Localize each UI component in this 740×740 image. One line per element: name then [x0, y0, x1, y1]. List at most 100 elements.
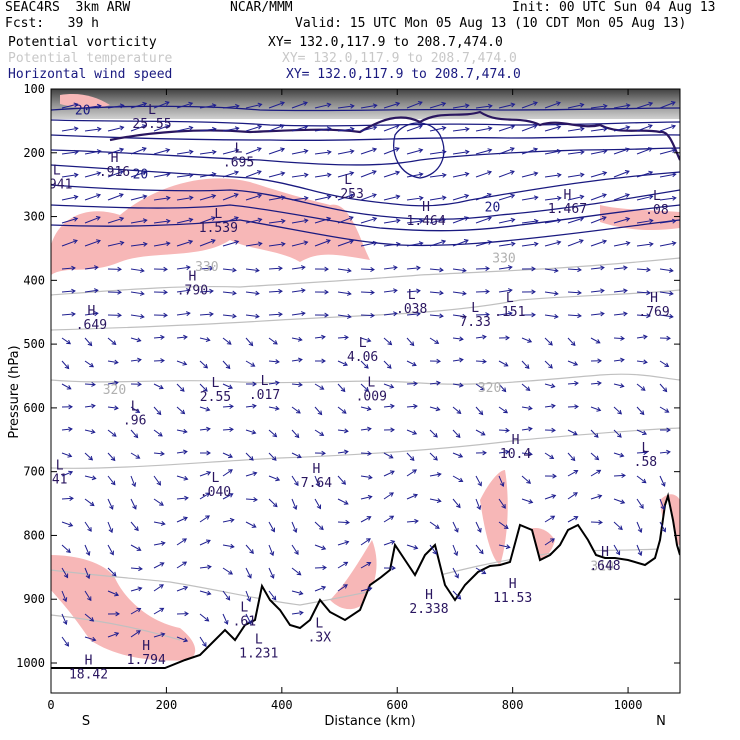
wind-vector [498, 312, 512, 316]
wind-vector-head [503, 524, 509, 530]
wind-vector [314, 498, 321, 509]
wind-vector-head [269, 551, 275, 557]
wind-vector [130, 337, 141, 342]
wind-vector-head [66, 548, 71, 554]
wind-vector-head [372, 216, 378, 222]
wind-vector [567, 382, 579, 385]
wind-vector [360, 516, 371, 523]
wind-vector [567, 195, 584, 201]
x-axis-right-end: N [656, 714, 666, 729]
wind-vector [176, 497, 188, 500]
wind-vector-head [371, 170, 377, 175]
wind-vector-head [160, 358, 165, 364]
wind-vector-head [482, 358, 487, 364]
wind-vector-head [618, 525, 623, 531]
wind-vector-head [413, 545, 419, 550]
wind-vector-head [528, 499, 534, 504]
wind-vector-head [435, 406, 441, 412]
wind-vector [222, 193, 239, 201]
wind-vector [245, 472, 257, 477]
wind-vector [337, 150, 354, 155]
wind-vector-head [303, 172, 309, 178]
wind-vector [176, 266, 190, 270]
wind-vector [383, 360, 392, 369]
wind-vector-head [579, 126, 585, 132]
wind-vector [291, 475, 299, 486]
wind-vector-head [211, 149, 217, 155]
wind-vector [590, 406, 601, 411]
wind-vector [130, 567, 143, 570]
wind-vector [498, 194, 515, 201]
wind-vector-head [246, 597, 252, 603]
wind-vector [452, 173, 469, 178]
wind-vector-head [349, 239, 354, 245]
wind-vector-head [346, 313, 352, 319]
wind-vector [176, 360, 187, 365]
wind-vector [590, 495, 602, 500]
wind-vector [107, 104, 124, 109]
wind-vector-head [526, 479, 532, 484]
wind-vector-head [409, 341, 415, 347]
extremum-value: .009 [356, 389, 387, 404]
wind-vector [314, 406, 322, 415]
wind-vector-head [278, 311, 283, 317]
wind-vector [153, 607, 164, 615]
wind-vector [475, 429, 486, 436]
wind-vector-head [71, 311, 76, 317]
wind-vector [199, 195, 216, 201]
wind-vector-head [251, 523, 257, 528]
wind-vector-head [275, 380, 280, 386]
wind-vector-head [647, 147, 653, 152]
wind-vector-head [62, 620, 68, 625]
wind-vector [452, 314, 466, 318]
wind-vector [61, 174, 78, 178]
wind-vector [337, 216, 354, 224]
wind-vector-head [188, 239, 194, 245]
wind-vector-head [621, 473, 626, 479]
theta-label: 320 [103, 383, 126, 398]
x-tick-label: 600 [386, 698, 408, 712]
wind-vector-head [463, 216, 469, 221]
low-marker: L [214, 207, 222, 222]
wind-vector [222, 567, 233, 575]
wind-vector [475, 193, 492, 201]
wind-vector-head [183, 449, 188, 455]
wind-vector-head [510, 193, 516, 199]
wind-vector [222, 519, 234, 523]
wind-vector-head [439, 267, 444, 273]
wind-vector [84, 590, 92, 601]
wind-vector [130, 475, 136, 487]
wind-vector [360, 170, 377, 178]
y-tick-label: 600 [23, 401, 45, 415]
extremum-value: .040 [200, 485, 231, 500]
wind-vector-head [671, 218, 677, 224]
wind-vector [498, 429, 510, 432]
wind-vector-head [232, 313, 237, 319]
wind-vector-head [234, 239, 240, 245]
wind-vector-head [395, 218, 401, 224]
wind-vector-head [441, 239, 447, 245]
wind-vector [107, 337, 116, 345]
high-marker: H [142, 639, 150, 654]
wind-vector-head [414, 518, 419, 524]
wind-vector-head [226, 340, 232, 345]
extremum-value: .017 [249, 388, 280, 403]
wind-vector-head [118, 193, 124, 198]
wind-vector-head [142, 170, 148, 176]
extremum-value: 18.42 [69, 667, 108, 682]
wind-vector-head [183, 637, 189, 643]
wind-vector-head [485, 289, 490, 295]
wind-vector [429, 544, 437, 555]
wind-vector-head [510, 217, 516, 223]
wind-vector [544, 150, 561, 155]
wind-vector-head [482, 334, 487, 340]
wind-vector-head [228, 453, 233, 459]
wind-vector-head [114, 631, 120, 637]
wind-vector-head [364, 386, 370, 392]
extremum-value: 1.539 [199, 221, 238, 236]
wind-vector [406, 267, 420, 270]
wind-vector [452, 268, 466, 272]
wind-vector [475, 217, 492, 224]
wind-vector [314, 429, 324, 436]
wind-vector-head [294, 433, 300, 439]
